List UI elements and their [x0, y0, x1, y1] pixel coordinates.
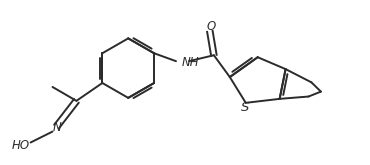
Text: S: S	[240, 101, 249, 114]
Text: O: O	[206, 20, 215, 33]
Text: HO: HO	[11, 139, 30, 152]
Text: N: N	[53, 121, 62, 134]
Text: NH: NH	[182, 56, 200, 69]
